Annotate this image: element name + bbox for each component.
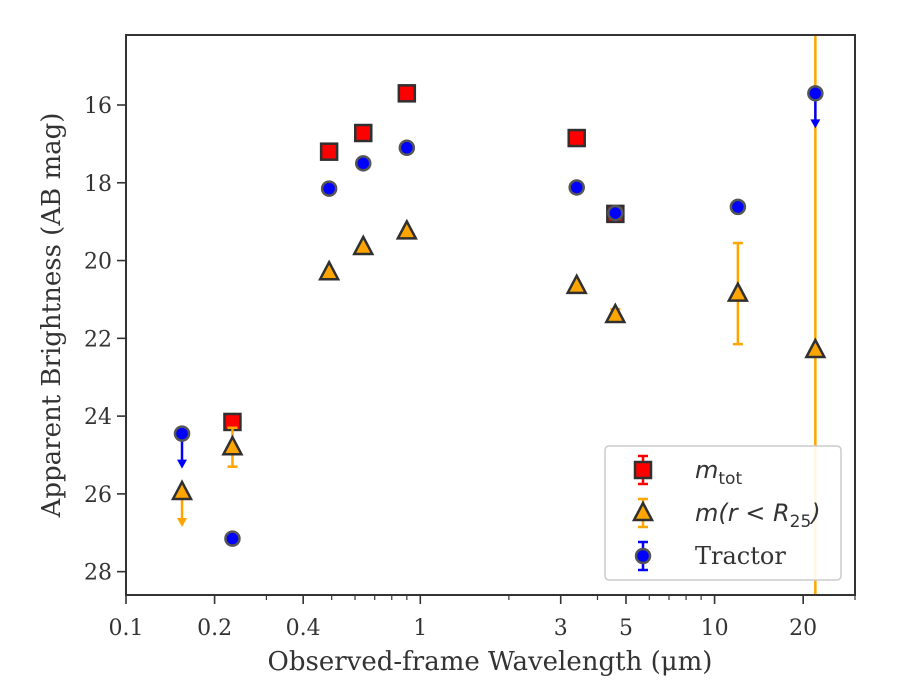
y-tick-label: 16 [84, 94, 112, 119]
y-tick-label: 24 [84, 405, 112, 430]
data-point-tractor [320, 180, 338, 197]
upper-limit-arrow-head [177, 459, 188, 469]
data-point-m_r25 [726, 280, 749, 302]
data-point-tractor [607, 204, 624, 222]
data-point-tractor [568, 179, 585, 196]
data-point-m_r25 [170, 479, 194, 501]
y-tick-label: 18 [84, 172, 112, 197]
legend-label-tractor: Tractor [695, 542, 786, 570]
legend: mtot m(r < R25) Tractor [604, 445, 842, 581]
x-tick-label: 0.4 [286, 616, 321, 641]
axis-ticks: 0.1 0.2 0.4 1 3 5 10 20 16 18 20 22 24 26 28 [84, 94, 856, 641]
x-tick-label: 0.1 [109, 616, 144, 641]
data-point-tractor [224, 530, 241, 547]
data-point-m_r25 [565, 273, 588, 295]
data-point-m_tot [397, 84, 417, 103]
data-point-tractor [173, 425, 191, 442]
data-point-m_r25 [352, 234, 375, 256]
legend-box [604, 445, 842, 581]
series-tractor [173, 85, 824, 547]
x-tick-label: 5 [619, 616, 633, 641]
data-point-m_r25 [804, 337, 827, 359]
x-tick-label: 10 [701, 616, 729, 641]
y-tick-label: 28 [84, 561, 112, 586]
data-point-m_tot [319, 142, 339, 161]
legend-marker-tractor [634, 547, 652, 565]
data-point-m_tot [354, 123, 373, 143]
data-point-m_tot [567, 128, 586, 148]
x-tick-label: 1 [413, 616, 427, 641]
legend-marker-m_r25 [631, 500, 655, 522]
data-point-m_r25 [221, 434, 244, 456]
x-tick-label: 3 [554, 616, 568, 641]
data-point-tractor [807, 85, 824, 102]
legend-label-m_tot: mtot [695, 456, 742, 489]
x-axis-label: Observed-frame Wavelength (μm) [268, 647, 713, 677]
x-tick-label: 20 [789, 616, 817, 641]
upper-limit-arrow-head [177, 517, 188, 527]
x-tick-label: 0.2 [197, 616, 232, 641]
y-axis-label: Apparent Brightness (AB mag) [37, 113, 67, 519]
chart-marks [170, 35, 827, 595]
y-tick-label: 26 [84, 483, 112, 508]
data-point-tractor [398, 139, 416, 157]
plot-frame [125, 34, 856, 596]
y-tick-label: 22 [84, 327, 112, 352]
legend-label-m_r25: m(r < R25) [695, 499, 821, 532]
legend-marker-m_tot [633, 460, 653, 480]
data-point-m_r25 [604, 302, 627, 324]
data-point-m_r25 [318, 259, 341, 281]
data-point-tractor [355, 155, 372, 172]
y-tick-label: 20 [84, 250, 112, 275]
data-point-m_r25 [395, 218, 418, 240]
data-point-tractor [729, 198, 747, 216]
upper-limit-arrow-head [810, 119, 821, 129]
